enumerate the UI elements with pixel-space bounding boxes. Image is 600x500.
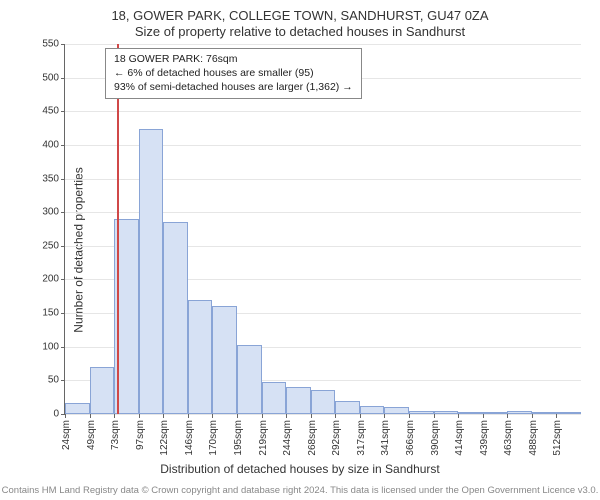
ytick-label: 400 [42, 139, 65, 150]
xtick-mark [188, 414, 189, 418]
xtick-label: 73sqm [110, 420, 121, 450]
ytick-label: 450 [42, 106, 65, 117]
histogram-bar [212, 306, 237, 414]
xtick-label: 512sqm [552, 420, 563, 456]
xtick-mark [556, 414, 557, 418]
xtick-label: 488sqm [528, 420, 539, 456]
histogram-bar [262, 382, 287, 414]
histogram-bar [311, 390, 336, 414]
ytick-label: 200 [42, 274, 65, 285]
xtick-label: 97sqm [135, 420, 146, 450]
histogram-bar [384, 407, 409, 414]
histogram-plot: 18 GOWER PARK: 76sqm ← 6% of detached ho… [64, 44, 581, 415]
xtick-label: 244sqm [282, 420, 293, 456]
xtick-label: 439sqm [479, 420, 490, 456]
xtick-label: 49sqm [86, 420, 97, 450]
xtick-mark [139, 414, 140, 418]
xtick-mark [163, 414, 164, 418]
histogram-bar [556, 412, 581, 414]
histogram-bar [360, 406, 385, 414]
annotation-line1: 18 GOWER PARK: 76sqm [114, 52, 353, 66]
xtick-label: 463sqm [503, 420, 514, 456]
chart-subtitle: Size of property relative to detached ho… [0, 24, 600, 39]
histogram-bar [409, 411, 434, 414]
xtick-label: 341sqm [380, 420, 391, 456]
ytick-label: 150 [42, 308, 65, 319]
xtick-label: 268sqm [307, 420, 318, 456]
ytick-label: 0 [53, 409, 65, 420]
ytick-label: 350 [42, 173, 65, 184]
xtick-label: 146sqm [184, 420, 195, 456]
annotation-line3: 93% of semi-detached houses are larger (… [114, 80, 353, 94]
ytick-label: 250 [42, 240, 65, 251]
xtick-label: 366sqm [405, 420, 416, 456]
histogram-bar [188, 300, 213, 414]
xtick-mark [90, 414, 91, 418]
histogram-bar [65, 403, 90, 414]
xtick-mark [458, 414, 459, 418]
xtick-label: 292sqm [331, 420, 342, 456]
histogram-bar [90, 367, 115, 414]
xtick-mark [237, 414, 238, 418]
xtick-label: 219sqm [258, 420, 269, 456]
xtick-label: 24sqm [61, 420, 72, 450]
xtick-mark [114, 414, 115, 418]
gridline [65, 111, 581, 112]
page-title: 18, GOWER PARK, COLLEGE TOWN, SANDHURST,… [0, 8, 600, 23]
histogram-bar [532, 412, 557, 414]
xtick-mark [212, 414, 213, 418]
xtick-mark [409, 414, 410, 418]
xtick-mark [507, 414, 508, 418]
gridline [65, 44, 581, 45]
footer-attribution: Contains HM Land Registry data © Crown c… [0, 485, 600, 496]
x-axis-label: Distribution of detached houses by size … [0, 462, 600, 476]
xtick-mark [286, 414, 287, 418]
xtick-label: 390sqm [430, 420, 441, 456]
marker-line [117, 44, 119, 414]
histogram-bar [434, 411, 459, 414]
xtick-mark [65, 414, 66, 418]
ytick-label: 500 [42, 72, 65, 83]
xtick-mark [384, 414, 385, 418]
xtick-mark [532, 414, 533, 418]
histogram-bar [507, 411, 532, 414]
histogram-bar [237, 345, 262, 414]
xtick-mark [483, 414, 484, 418]
histogram-bar [139, 129, 164, 414]
xtick-label: 317sqm [356, 420, 367, 456]
histogram-bar [335, 401, 360, 414]
xtick-label: 195sqm [233, 420, 244, 456]
annotation-box: 18 GOWER PARK: 76sqm ← 6% of detached ho… [105, 48, 362, 99]
xtick-mark [335, 414, 336, 418]
ytick-label: 50 [48, 375, 65, 386]
ytick-label: 300 [42, 207, 65, 218]
xtick-mark [434, 414, 435, 418]
xtick-mark [311, 414, 312, 418]
annotation-line2: ← 6% of detached houses are smaller (95) [114, 66, 353, 80]
gridline [65, 414, 581, 415]
xtick-mark [262, 414, 263, 418]
histogram-bar [483, 412, 508, 414]
xtick-mark [360, 414, 361, 418]
histogram-bar [286, 387, 311, 414]
histogram-bar [163, 222, 188, 414]
ytick-label: 100 [42, 341, 65, 352]
xtick-label: 170sqm [208, 420, 219, 456]
ytick-label: 550 [42, 39, 65, 50]
histogram-bar [458, 412, 483, 414]
xtick-label: 122sqm [159, 420, 170, 456]
xtick-label: 414sqm [454, 420, 465, 456]
